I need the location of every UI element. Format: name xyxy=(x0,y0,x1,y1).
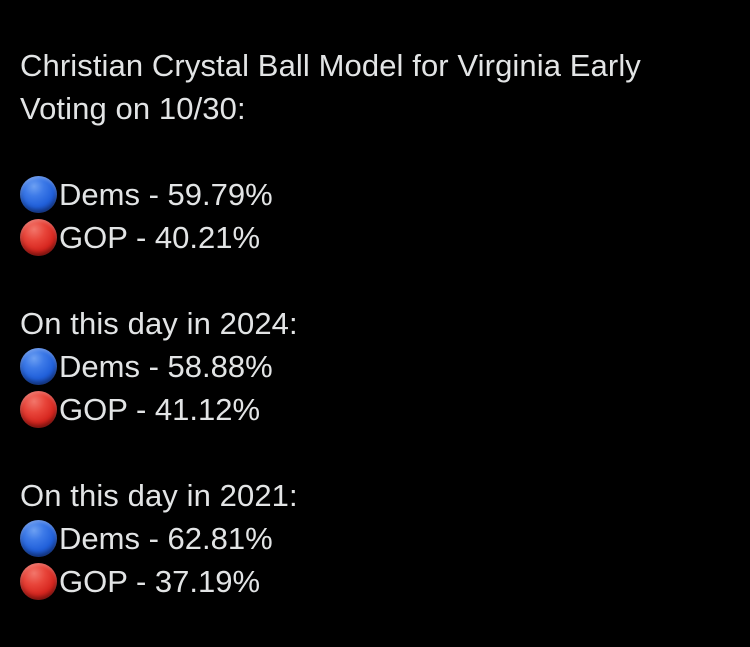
post-title: Christian Crystal Ball Model for Virgini… xyxy=(20,44,730,130)
dems-row: Dems - 58.88% xyxy=(20,345,730,388)
title-line-2: Voting on 10/30: xyxy=(20,91,246,126)
blue-circle-icon xyxy=(20,176,57,213)
section-heading-2024: On this day in 2024: xyxy=(20,306,298,341)
gop-row: GOP - 41.12% xyxy=(20,388,730,431)
red-circle-icon xyxy=(20,219,57,256)
blue-circle-icon xyxy=(20,348,57,385)
red-circle-icon xyxy=(20,391,57,428)
gop-row: GOP - 40.21% xyxy=(20,216,730,259)
forecast-section-current: Dems - 59.79% GOP - 40.21% xyxy=(20,173,730,259)
gop-value-text: GOP - 41.12% xyxy=(59,392,261,427)
forecast-section-2024: On this day in 2024: Dems - 58.88% GOP -… xyxy=(20,302,730,431)
red-circle-icon xyxy=(20,563,57,600)
blue-circle-icon xyxy=(20,520,57,557)
section-heading-2021: On this day in 2021: xyxy=(20,478,298,513)
title-line-1: Christian Crystal Ball Model for Virgini… xyxy=(20,48,641,83)
dems-value-text: Dems - 58.88% xyxy=(59,349,273,384)
dems-row: Dems - 62.81% xyxy=(20,517,730,560)
dems-value-text: Dems - 62.81% xyxy=(59,521,273,556)
dems-value-text: Dems - 59.79% xyxy=(59,177,273,212)
gop-row: GOP - 37.19% xyxy=(20,560,730,603)
gop-value-text: GOP - 40.21% xyxy=(59,220,261,255)
dems-row: Dems - 59.79% xyxy=(20,173,730,216)
forecast-section-2021: On this day in 2021: Dems - 62.81% GOP -… xyxy=(20,474,730,603)
gop-value-text: GOP - 37.19% xyxy=(59,564,261,599)
